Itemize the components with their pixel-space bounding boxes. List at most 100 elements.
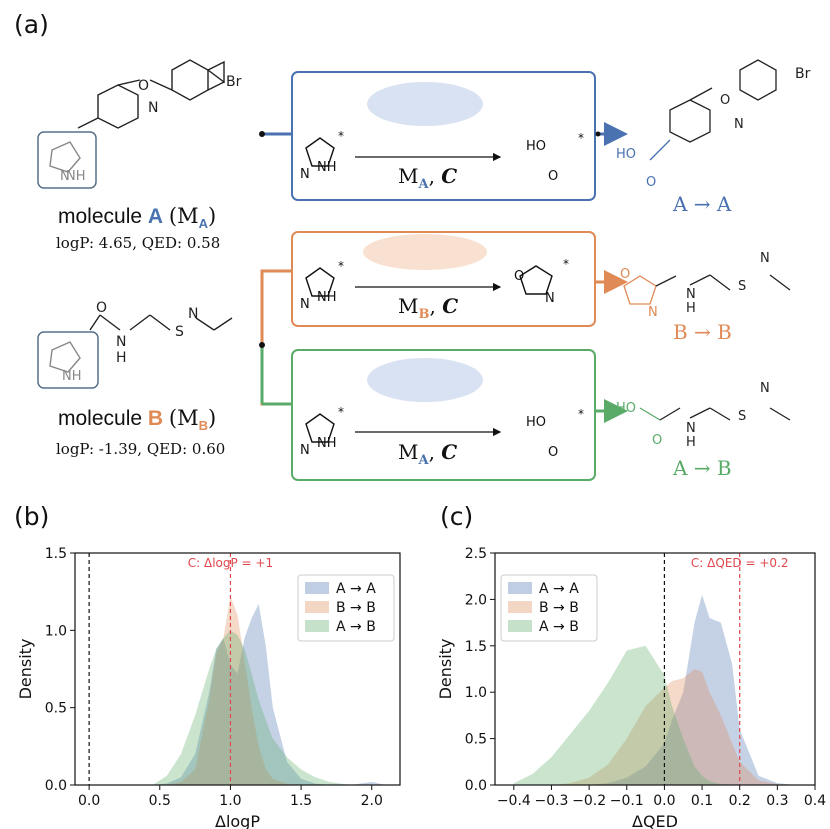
legend-swatch-1 <box>305 601 329 613</box>
molecule-b-atom-n: N <box>116 334 126 350</box>
molecule-b-atom-h: H <box>116 350 127 366</box>
panel-label-c: (c) <box>440 502 474 531</box>
density-area-0 <box>152 604 386 785</box>
y-tick-label: 0.0 <box>465 778 487 794</box>
molecule-b-atom-nh: NH <box>62 369 82 384</box>
svg-text:N: N <box>760 381 770 396</box>
svg-text:HO: HO <box>616 401 636 416</box>
svg-text:NH: NH <box>317 290 337 305</box>
molecule-a-props: logP: 4.65, QED: 0.58 <box>56 234 221 252</box>
molecule-a-atom-br: Br <box>226 74 242 90</box>
svg-text:N: N <box>545 291 555 306</box>
panel-label-a: (a) <box>14 10 49 39</box>
legend-label-0: A → A <box>336 581 376 597</box>
density-area-2 <box>152 630 386 785</box>
result-b: B → B <box>673 320 732 344</box>
result-a: A → A <box>673 192 732 216</box>
result-c: A → B <box>673 456 732 480</box>
x-tick-label: 0.0 <box>653 793 675 809</box>
svg-text:N: N <box>686 287 696 302</box>
transform-label-c: MA, C <box>398 440 458 468</box>
y-tick-label: 1.5 <box>45 546 67 562</box>
legend-label-1: B → B <box>539 600 579 616</box>
scheme-diagram: O N Br N NH O N H S N NH * N NH HO O * *… <box>37 59 811 481</box>
molecule-b-atom-s: S <box>175 324 184 340</box>
svg-text:*: * <box>578 131 584 145</box>
legend-swatch-1 <box>508 601 532 613</box>
y-axis-label: Density <box>436 639 455 700</box>
svg-text:Br: Br <box>795 66 811 82</box>
svg-text:O: O <box>548 169 558 184</box>
svg-text:N: N <box>760 251 770 266</box>
y-tick-label: 1.5 <box>465 639 487 655</box>
x-tick-label: 0.4 <box>804 793 826 809</box>
svg-text:N: N <box>686 421 696 436</box>
x-tick-label: 0.3 <box>766 793 788 809</box>
svg-text:N: N <box>734 117 744 132</box>
chart-qed: −0.4 −0.3 −0.2 −0.1 0.0 0.1 0.2 0.3 0.4 0.0 0.5 1.0… <box>436 546 826 829</box>
svg-text:NH: NH <box>317 436 337 451</box>
svg-text:N: N <box>648 305 658 320</box>
molecule-a-atom-nh: NH <box>66 169 86 184</box>
legend-label-2: A → B <box>336 619 376 635</box>
y-tick-label: 0.5 <box>45 701 67 717</box>
molecule-b-name: molecule B (MB) <box>58 406 217 434</box>
molecule-a-structure <box>77 59 225 129</box>
density-area-1 <box>513 669 797 785</box>
y-tick-label: 0.5 <box>465 732 487 748</box>
density-area-0 <box>513 594 797 785</box>
condition-annotation: C: ΔlogP = +1 <box>188 556 273 570</box>
molecule-a-fragment-box <box>37 131 97 189</box>
y-tick-label: 1.0 <box>465 685 487 701</box>
connector-b <box>260 269 292 406</box>
svg-text:*: * <box>338 259 344 273</box>
legend-label-0: A → A <box>539 581 579 597</box>
condition-annotation: C: ΔQED = +0.2 <box>691 556 789 570</box>
legend-swatch-2 <box>508 620 532 632</box>
panel-label-b: (b) <box>14 502 50 531</box>
svg-text:O: O <box>646 175 656 190</box>
x-tick-label: −0.4 <box>497 793 531 809</box>
x-axis-label: ΔQED <box>632 812 678 829</box>
svg-text:HO: HO <box>526 415 546 430</box>
y-tick-label: 1.0 <box>45 623 67 639</box>
x-tick-label: −0.2 <box>572 793 606 809</box>
x-tick-label: 0.1 <box>691 793 713 809</box>
product-c-structure <box>639 407 791 421</box>
x-tick-label: 2.0 <box>361 793 383 809</box>
svg-text:*: * <box>563 257 569 271</box>
chart-logp: 0.0 0.5 1.0 1.5 2.0 0.0 0.5 1.0 1.5 ΔlogP Density C… <box>16 546 401 829</box>
svg-text:NH: NH <box>317 160 337 175</box>
molecule-b-atom-o: O <box>96 300 107 316</box>
density-area-1 <box>152 596 386 785</box>
plot-frame <box>494 552 816 786</box>
molecule-a-atom-o: O <box>138 78 149 94</box>
molecule-b-fragment <box>49 341 81 373</box>
svg-text:H: H <box>686 435 696 450</box>
product-a-structure <box>649 59 777 161</box>
x-tick-label: −0.3 <box>534 793 568 809</box>
svg-text:S: S <box>738 279 746 294</box>
y-axis-label: Density <box>16 639 35 700</box>
transform-label-b: MB, C <box>398 294 459 322</box>
molecule-b-atom-n2: N <box>188 306 198 322</box>
x-tick-label: 0.2 <box>729 793 751 809</box>
y-tick-label: 0.0 <box>45 778 67 794</box>
svg-text:*: * <box>338 129 344 143</box>
molecule-b-fragment-box <box>37 331 99 389</box>
svg-text:N: N <box>300 297 310 312</box>
y-tick-label: 2.0 <box>465 592 487 608</box>
molecule-b-structure <box>89 314 233 331</box>
svg-text:N: N <box>300 167 310 182</box>
x-tick-label: 1.0 <box>219 793 241 809</box>
svg-text:O: O <box>514 269 524 284</box>
y-tick-label: 2.5 <box>465 546 487 562</box>
svg-text:O: O <box>652 433 662 448</box>
x-tick-label: 0.0 <box>78 793 100 809</box>
molecule-a-fragment <box>49 141 81 173</box>
svg-text:O: O <box>720 93 730 108</box>
svg-text:*: * <box>578 407 584 421</box>
molecule-a-atom-n2: N <box>60 169 70 184</box>
legend-swatch-0 <box>305 582 329 594</box>
legend-swatch-2 <box>305 620 329 632</box>
